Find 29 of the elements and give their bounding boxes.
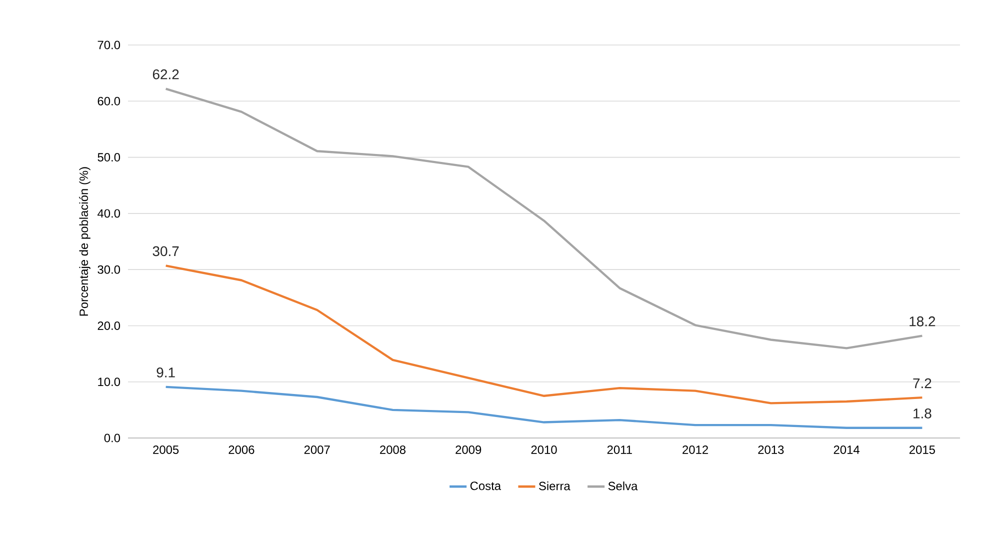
x-tick-label: 2005	[153, 446, 179, 454]
y-tick-label: 0.0	[104, 434, 120, 442]
x-tick-label: 2012	[682, 446, 708, 454]
y-tick-label: 50.0	[98, 153, 120, 162]
y-tick-label: 70.0	[98, 40, 120, 50]
x-tick-label: 2013	[758, 446, 784, 454]
y-tick-label: 60.0	[98, 96, 120, 106]
legend-label: Sierra	[539, 481, 570, 490]
data-label: 7.2	[913, 378, 932, 388]
x-tick-label: 2015	[909, 446, 935, 454]
y-tick-label: 20.0	[98, 321, 120, 330]
x-tick-label: 2006	[228, 446, 254, 454]
x-tick-label: 2007	[304, 446, 330, 454]
y-tick-label: 10.0	[98, 378, 120, 386]
legend-label: Selva	[608, 481, 638, 490]
x-tick-label: 2011	[607, 446, 632, 454]
y-axis-title: Porcentaje de población (%)	[79, 167, 90, 316]
y-tick-label: 40.0	[98, 209, 120, 218]
x-tick-label: 2014	[834, 446, 860, 454]
data-label: 62.2	[152, 69, 179, 80]
data-label: 1.8	[914, 408, 932, 418]
x-tick-label: 2010	[531, 446, 557, 454]
y-tick-label: 30.0	[98, 265, 120, 274]
data-label: 18.2	[910, 316, 936, 326]
legend-label: Costa	[470, 482, 502, 490]
x-tick-label: 2009	[456, 446, 482, 454]
data-label: 9.1	[156, 368, 175, 378]
data-label: 30.7	[152, 246, 179, 256]
x-tick-label: 2008	[380, 446, 406, 454]
